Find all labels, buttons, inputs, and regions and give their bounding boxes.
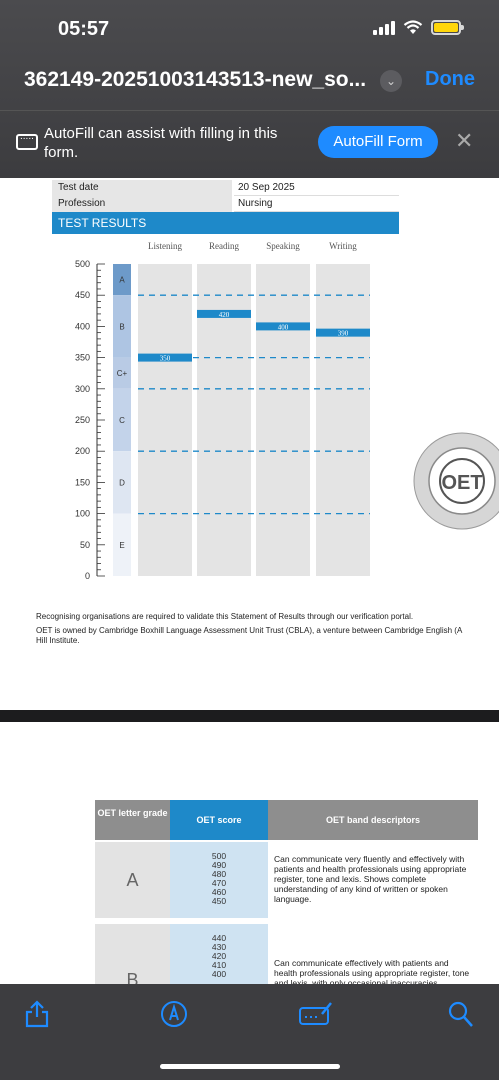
score-label: 400 [278, 323, 289, 331]
pdf-page-1[interactable]: Test date 20 Sep 2025 Profession Nursing… [0, 178, 499, 710]
score-value: 420 [211, 951, 227, 961]
score-value: 450 [211, 896, 227, 906]
score-column [316, 264, 370, 576]
grade-band-label: D [119, 478, 125, 487]
score-bar [138, 353, 192, 362]
y-tick-label: 350 [75, 353, 90, 363]
grade-band [113, 357, 131, 389]
header-divider [0, 110, 499, 111]
y-tick-label: 450 [75, 290, 90, 300]
test-results-heading: TEST RESULTS [52, 212, 399, 234]
grade-band [113, 388, 131, 452]
score-label: 350 [160, 355, 171, 363]
status-time: 05:57 [58, 18, 110, 40]
oet-seal-core [439, 458, 485, 504]
grade-band-label: C [119, 416, 125, 425]
descriptor-b: Can communicate effectively with patient… [268, 924, 478, 984]
score-list-a: 500 490 480 470 460 450 [170, 842, 268, 918]
score-column [256, 264, 310, 576]
grade-band-label: C+ [117, 369, 128, 378]
signal-icon [373, 20, 395, 35]
score-value: 480 [211, 869, 227, 879]
chevron-down-icon[interactable]: ⌄ [380, 70, 402, 92]
score-bar [256, 322, 310, 331]
done-button[interactable]: Done [425, 68, 475, 90]
share-icon[interactable] [24, 1000, 50, 1028]
category-label: Reading [209, 241, 239, 251]
header-descriptors: OET band descriptors [268, 800, 478, 840]
y-tick-label: 100 [75, 509, 90, 519]
y-tick-label: 150 [75, 477, 90, 487]
autofill-form-button[interactable]: AutoFill Form [318, 126, 438, 158]
category-label: Listening [148, 241, 182, 251]
category-label: Speaking [266, 241, 300, 251]
y-tick-label: 400 [75, 321, 90, 331]
page-gap [0, 710, 499, 722]
score-value: 460 [211, 887, 227, 897]
note-line: Recognising organisations are required t… [36, 612, 414, 621]
grade-band [113, 513, 131, 576]
field-value: Nursing [234, 196, 399, 212]
score-value: 470 [211, 878, 227, 888]
note-line: Hill Institute. [36, 636, 80, 645]
grade-b: B [95, 924, 170, 984]
score-bar [197, 309, 251, 318]
form-icon[interactable] [298, 1000, 334, 1028]
autofill-message: AutoFill can assist with filling in this… [44, 125, 278, 161]
close-icon[interactable]: ✕ [455, 128, 474, 153]
descriptor-a: Can communicate very fluently and effect… [268, 842, 478, 918]
note-line: OET is owned by Cambridge Boxhill Langua… [36, 626, 463, 635]
grade-band [113, 264, 131, 296]
y-tick-label: 300 [75, 384, 90, 394]
y-tick-label: 250 [75, 415, 90, 425]
row-separator [95, 918, 478, 924]
score-bar [316, 328, 370, 337]
header-letter-grade: OET letter grade [95, 800, 170, 840]
y-tick-label: 200 [75, 446, 90, 456]
score-column [138, 264, 192, 576]
status-icons [373, 20, 464, 35]
header-score: OET score [170, 800, 268, 840]
score-value: 400 [211, 969, 227, 979]
field-value: 20 Sep 2025 [234, 180, 399, 196]
grade-band [113, 295, 131, 358]
score-list-b: 440 430 420 410 400 [170, 924, 268, 984]
grade-band [113, 451, 131, 514]
top-bar: 05:57 362149-20251003143513-new_so... ⌄ … [0, 0, 499, 178]
form-fill-icon [16, 131, 38, 150]
category-label: Writing [329, 241, 357, 251]
score-value: 410 [211, 960, 227, 970]
score-label: 420 [219, 311, 230, 319]
grade-band-label: A [119, 276, 125, 285]
pdf-page-2[interactable]: OET letter grade OET score OET band desc… [0, 722, 499, 984]
document-title: 362149-20251003143513-new_so... [24, 68, 367, 91]
wifi-icon [403, 20, 423, 34]
score-value: 440 [211, 933, 227, 943]
markup-icon[interactable] [160, 1000, 188, 1028]
test-results-chart: A B C+ C D E 0 50 100 150 200 250 300 350 400 450 500 Lis… [75, 241, 499, 581]
score-value: 500 [211, 851, 227, 861]
battery-icon [431, 20, 464, 35]
grade-a: A [95, 842, 170, 918]
oet-seal-text: OET [441, 472, 482, 494]
grade-band-label: B [119, 322, 124, 331]
y-tick-label: 50 [80, 540, 90, 550]
search-icon[interactable] [448, 1000, 474, 1028]
notes: Recognising organisations are required t… [36, 612, 499, 646]
field-label: Test date [52, 180, 232, 196]
y-tick-label: 0 [85, 571, 90, 581]
field-label: Profession [52, 196, 232, 212]
score-label: 390 [338, 330, 349, 338]
home-indicator[interactable] [160, 1064, 340, 1069]
y-tick-label: 500 [75, 259, 90, 269]
grade-band-label: E [119, 541, 124, 550]
score-value: 430 [211, 942, 227, 952]
score-value: 490 [211, 860, 227, 870]
